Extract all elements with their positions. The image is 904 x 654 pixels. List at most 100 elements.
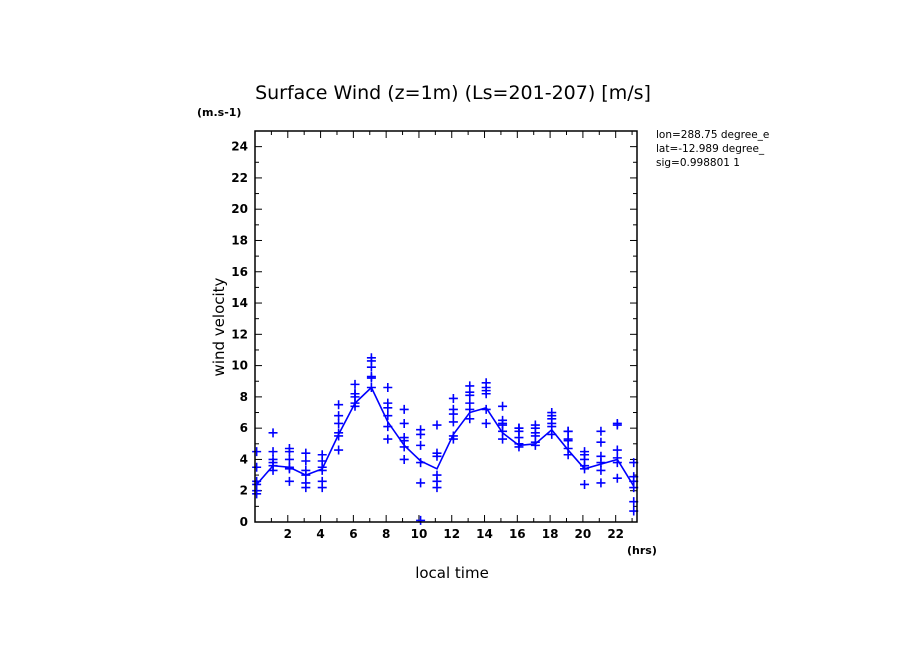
data-point: [530, 420, 540, 430]
data-point: [580, 447, 590, 457]
data-point: [596, 437, 606, 447]
data-point: [596, 478, 606, 488]
data-point: [596, 426, 606, 436]
data-point: [399, 454, 409, 464]
data-point: [416, 425, 426, 435]
data-point: [448, 431, 458, 441]
data-point: [252, 447, 262, 457]
data-point: [448, 417, 458, 427]
data-point: [465, 398, 475, 408]
info-block: lon=288.75 degree_e lat=-12.989 degree_ …: [656, 129, 769, 169]
data-point: [383, 398, 393, 408]
y-tick-label: 6: [240, 421, 248, 435]
data-point: [334, 418, 344, 428]
data-point: [563, 434, 573, 444]
data-point: [432, 470, 442, 480]
x-tick-label: 2: [284, 527, 292, 541]
data-point: [301, 478, 311, 488]
data-point: [416, 458, 426, 468]
data-point: [284, 454, 294, 464]
x-tick-label: 10: [411, 527, 428, 541]
data-point: [399, 418, 409, 428]
data-point: [481, 418, 491, 428]
data-point: [596, 451, 606, 461]
x-tick-label: 8: [382, 527, 390, 541]
data-point: [334, 411, 344, 421]
data-point: [416, 440, 426, 450]
x-tick-label: 6: [349, 527, 357, 541]
data-point: [498, 434, 508, 444]
mean-line: [256, 386, 635, 487]
y-tick-label: 16: [231, 265, 248, 279]
data-point: [612, 473, 622, 483]
x-tick-label: 22: [607, 527, 624, 541]
data-point: [448, 393, 458, 403]
y-tick-label: 18: [231, 233, 248, 247]
data-point: [612, 418, 622, 428]
data-point: [350, 389, 360, 399]
data-point: [268, 447, 278, 457]
data-point: [580, 479, 590, 489]
y-tick-label: 8: [240, 390, 248, 404]
info-lat: lat=-12.989 degree_: [656, 143, 765, 155]
data-point: [383, 382, 393, 392]
data-point: [465, 381, 475, 391]
data-point: [334, 400, 344, 410]
data-point: [334, 428, 344, 438]
data-point: [563, 426, 573, 436]
x-tick-label: 12: [443, 527, 460, 541]
y-tick-label: 4: [240, 452, 248, 466]
data-point: [498, 401, 508, 411]
data-point: [268, 428, 278, 438]
data-point: [514, 423, 524, 433]
data-point: [252, 462, 262, 472]
x-tick-label: 4: [316, 527, 324, 541]
y-tick-label: 20: [231, 202, 248, 216]
data-point: [596, 465, 606, 475]
y-tick-label: 24: [231, 140, 248, 154]
data-point: [481, 378, 491, 388]
data-point: [432, 420, 442, 430]
data-point: [366, 382, 376, 392]
info-lon: lon=288.75 degree_e: [656, 129, 769, 141]
data-point: [432, 448, 442, 458]
data-point: [350, 379, 360, 389]
data-point: [383, 422, 393, 432]
y-axis-title: wind velocity: [210, 277, 228, 376]
data-point: [317, 450, 327, 460]
y-tick-label: 14: [231, 296, 248, 310]
info-sig: sig=0.998801 1: [656, 157, 740, 169]
data-point: [416, 515, 426, 525]
data-point: [612, 445, 622, 455]
data-point: [547, 429, 557, 439]
y-tick-label: 10: [231, 359, 248, 373]
data-point: [366, 353, 376, 363]
chart-title: Surface Wind (z=1m) (Ls=201-207) [m/s]: [255, 82, 651, 104]
y-tick-label: 0: [240, 515, 248, 529]
data-point: [301, 465, 311, 475]
data-point: [366, 372, 376, 382]
data-point: [383, 434, 393, 444]
x-tick-label: 20: [575, 527, 592, 541]
data-point: [284, 443, 294, 453]
x-tick-label: 14: [476, 527, 493, 541]
data-point: [301, 448, 311, 458]
data-point: [268, 454, 278, 464]
y-tick-label: 12: [231, 327, 248, 341]
data-point: [481, 404, 491, 414]
x-tick-label: 18: [542, 527, 559, 541]
y-unit-label: (m.s-1): [197, 106, 241, 119]
data-point: [498, 415, 508, 425]
x-tick-label: 16: [509, 527, 526, 541]
data-point: [301, 456, 311, 466]
data-point: [399, 404, 409, 414]
data-point: [465, 414, 475, 424]
y-tick-label: 22: [231, 171, 248, 185]
data-point: [399, 433, 409, 443]
data-point: [563, 443, 573, 453]
data-point: [317, 476, 327, 486]
data-point: [448, 404, 458, 414]
y-tick-label: 2: [240, 484, 248, 498]
